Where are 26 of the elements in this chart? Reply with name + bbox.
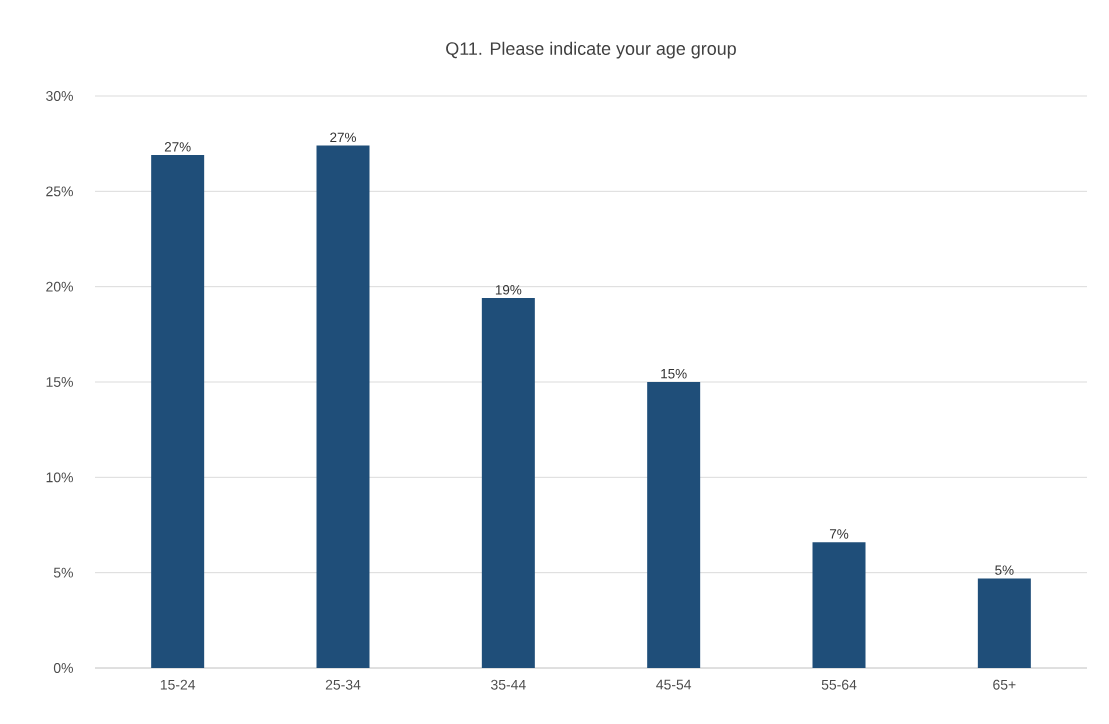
y-tick-label: 25%	[46, 186, 73, 197]
x-tick-label: 45-54	[656, 679, 692, 690]
data-label: 27%	[164, 142, 191, 152]
y-tick-label: 30%	[46, 91, 73, 101]
data-label: 5%	[995, 565, 1014, 575]
chart-title: Q11. Please indicate your age group	[446, 41, 736, 59]
y-tick-label: 5%	[53, 567, 73, 578]
data-label: 19%	[495, 285, 522, 295]
bar	[647, 382, 701, 668]
y-tick-label: 15%	[46, 377, 73, 387]
bar	[977, 578, 1031, 668]
data-label: 15%	[661, 369, 687, 379]
bar	[151, 155, 205, 668]
bar	[481, 298, 535, 668]
bar	[316, 145, 370, 668]
x-tick-label: 15-24	[160, 679, 196, 690]
x-tick-label: 55-64	[821, 679, 857, 690]
x-tick-label: 25-34	[325, 679, 361, 690]
x-tick-label: 35-44	[491, 679, 526, 690]
y-tick-label: 10%	[46, 472, 73, 483]
data-label: 27%	[330, 132, 356, 143]
data-label: 7%	[829, 529, 849, 539]
y-tick-label: 20%	[46, 281, 73, 292]
bar	[812, 542, 866, 668]
y-tick-label: 0%	[53, 663, 73, 673]
x-tick-label: 65+	[993, 679, 1016, 690]
